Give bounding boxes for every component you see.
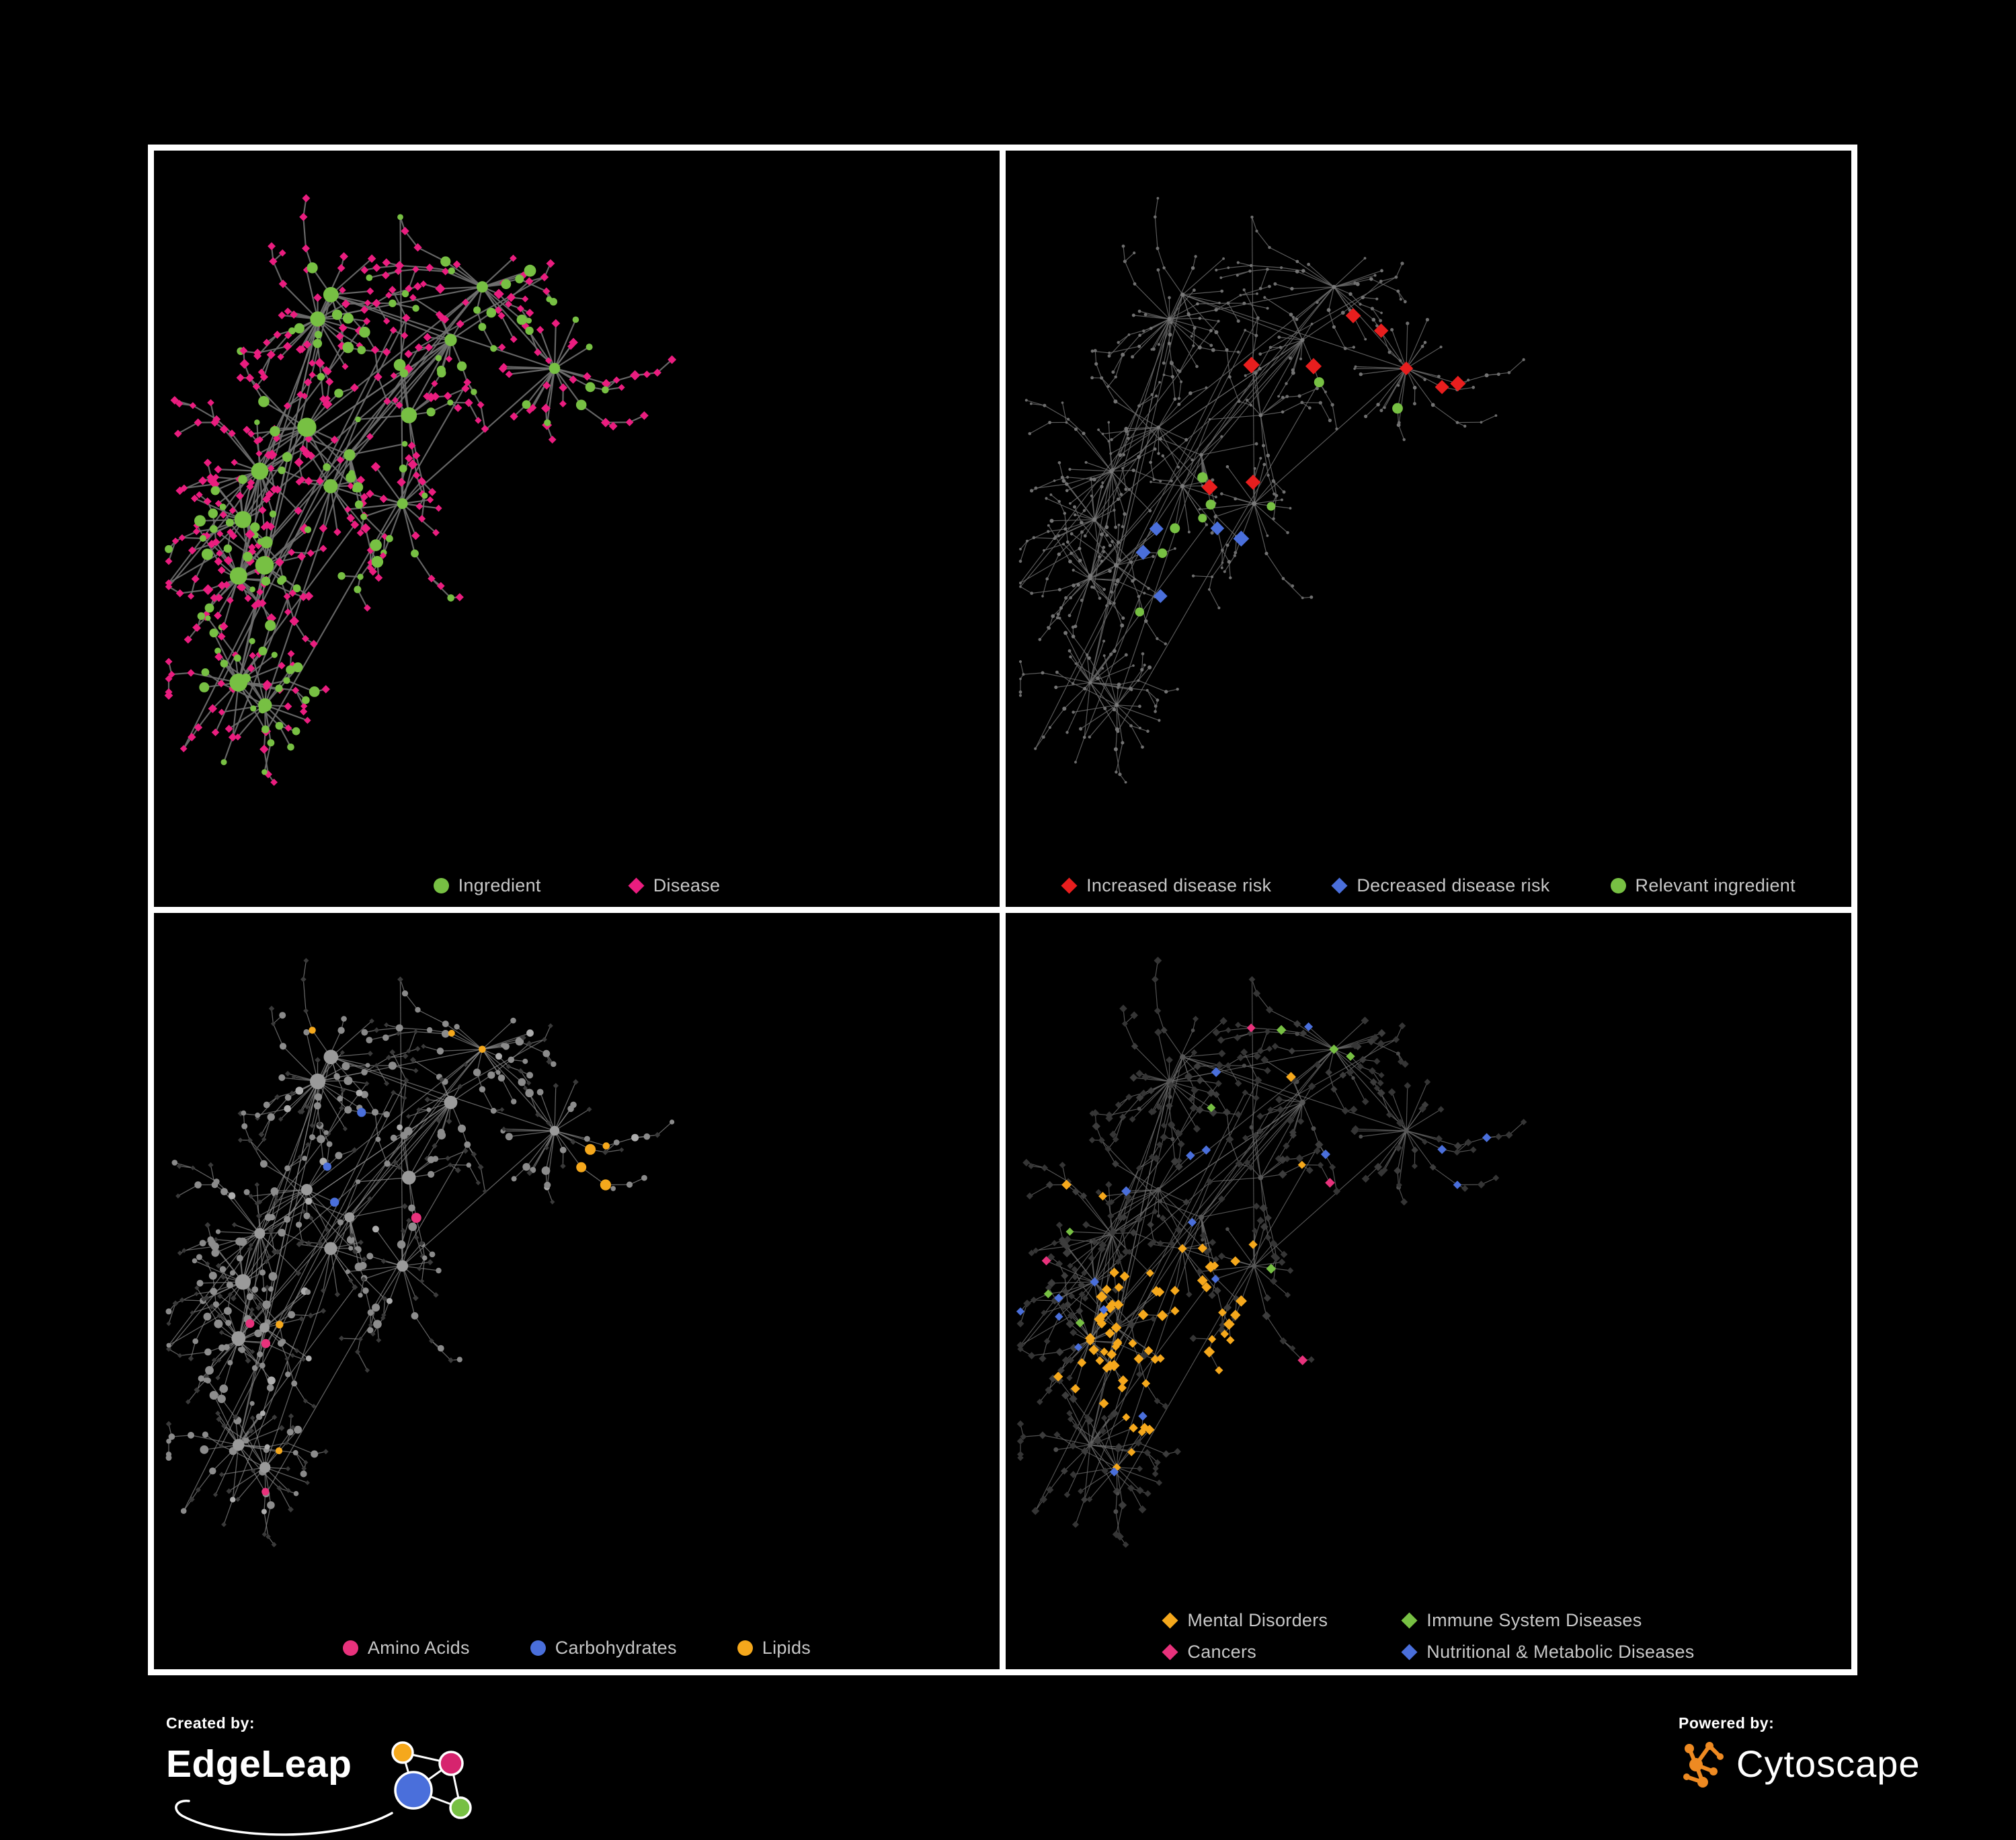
legend-label: Amino Acids bbox=[368, 1638, 470, 1658]
diamond-swatch bbox=[1162, 1612, 1178, 1628]
legend-item-disease: Disease bbox=[629, 875, 721, 896]
powered-by-block: Powered by: Cytoscape bbox=[1679, 1714, 1921, 1789]
panel-disease-category: Mental Disorders Immune System Diseases Ca… bbox=[1006, 913, 1851, 1669]
legend-label: Cancers bbox=[1187, 1642, 1256, 1663]
legend-disease-category: Mental Disorders Immune System Diseases Ca… bbox=[1006, 1610, 1851, 1663]
nutrient-class-network-graph bbox=[154, 913, 1000, 1669]
legend-label: Mental Disorders bbox=[1187, 1610, 1328, 1631]
diamond-swatch bbox=[1162, 1644, 1178, 1660]
panel-grid: Ingredient Disease Increased disease risk… bbox=[148, 145, 1857, 1675]
disease-risk-network-graph bbox=[1006, 151, 1851, 907]
legend-item-ingredient: Ingredient bbox=[434, 875, 541, 896]
legend-item-nutritional-metabolic-diseases: Nutritional & Metabolic Diseases bbox=[1402, 1642, 1694, 1663]
legend-item-decreased-disease-risk: Decreased disease risk bbox=[1332, 875, 1549, 896]
edgeleap-brand: EdgeLeap bbox=[166, 1732, 542, 1820]
legend-disease-risk: Increased disease risk Decreased disease … bbox=[1006, 875, 1851, 896]
circle-swatch bbox=[530, 1640, 546, 1656]
panel-disease-risk: Increased disease risk Decreased disease … bbox=[1006, 151, 1851, 907]
circle-swatch bbox=[737, 1640, 753, 1656]
diamond-swatch bbox=[628, 877, 644, 893]
panel-nutrient-class: Amino Acids Carbohydrates Lipids bbox=[154, 913, 1000, 1669]
circle-swatch bbox=[1611, 878, 1626, 893]
legend-label: Carbohydrates bbox=[555, 1638, 677, 1658]
circle-swatch bbox=[434, 878, 449, 893]
legend-label: Nutritional & Metabolic Diseases bbox=[1426, 1642, 1694, 1663]
legend-label: Ingredient bbox=[458, 875, 541, 896]
edgeleap-wordmark: EdgeLeap bbox=[166, 1742, 352, 1786]
legend-item-amino-acids: Amino Acids bbox=[343, 1638, 470, 1658]
legend-item-mental-disorders: Mental Disorders bbox=[1162, 1610, 1328, 1631]
footer: Created by: EdgeLeap Powered by: bbox=[0, 1684, 2016, 1820]
legend-label: Decreased disease risk bbox=[1357, 875, 1549, 896]
powered-by-label: Powered by: bbox=[1679, 1714, 1921, 1732]
legend-ingredient-disease: Ingredient Disease bbox=[154, 875, 1000, 896]
legend-item-carbohydrates: Carbohydrates bbox=[530, 1638, 677, 1658]
created-by-block: Created by: EdgeLeap bbox=[166, 1714, 542, 1820]
disease-category-network-graph bbox=[1006, 913, 1851, 1669]
legend-item-relevant-ingredient: Relevant ingredient bbox=[1611, 875, 1796, 896]
legend-label: Increased disease risk bbox=[1086, 875, 1271, 896]
legend-item-lipids: Lipids bbox=[737, 1638, 811, 1658]
panel-ingredient-disease: Ingredient Disease bbox=[154, 151, 1000, 907]
diamond-swatch bbox=[1402, 1612, 1418, 1628]
legend-label: Immune System Diseases bbox=[1426, 1610, 1642, 1631]
legend-label: Disease bbox=[653, 875, 721, 896]
circle-swatch bbox=[343, 1640, 358, 1656]
legend-nutrient-class: Amino Acids Carbohydrates Lipids bbox=[154, 1638, 1000, 1658]
ingredient-disease-network-graph bbox=[154, 151, 1000, 907]
legend-item-cancers: Cancers bbox=[1162, 1642, 1328, 1663]
diamond-swatch bbox=[1332, 877, 1348, 893]
diamond-swatch bbox=[1402, 1644, 1418, 1660]
cytoscape-logo bbox=[1679, 1738, 1727, 1789]
legend-label: Relevant ingredient bbox=[1636, 875, 1796, 896]
cytoscape-wordmark: Cytoscape bbox=[1736, 1742, 1921, 1786]
legend-item-immune-system-diseases: Immune System Diseases bbox=[1402, 1610, 1694, 1631]
legend-item-increased-disease-risk: Increased disease risk bbox=[1061, 875, 1271, 896]
legend-label: Lipids bbox=[762, 1638, 811, 1658]
diamond-swatch bbox=[1061, 877, 1078, 893]
